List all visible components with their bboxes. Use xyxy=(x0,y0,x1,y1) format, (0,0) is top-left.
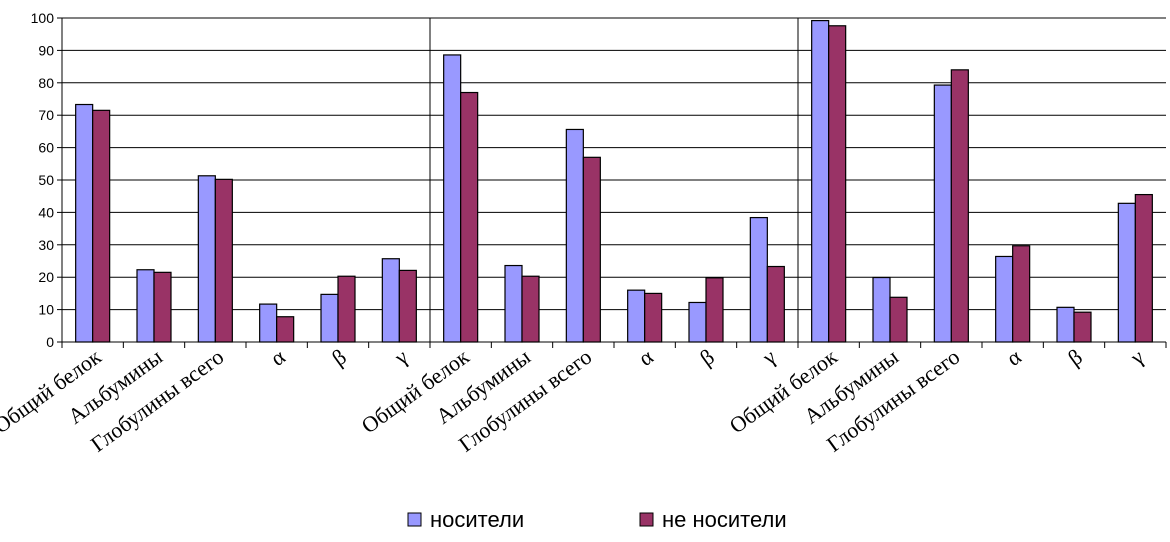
y-tick-label: 50 xyxy=(38,172,54,188)
category-label: γ xyxy=(1125,344,1149,371)
bar-carriers xyxy=(320,293,339,343)
bar-non-carriers xyxy=(92,109,111,343)
grid-lines xyxy=(62,17,1166,342)
bar-non-carriers xyxy=(398,269,417,343)
y-tick-label: 60 xyxy=(38,140,54,156)
category-label: α xyxy=(634,344,658,371)
y-tick-label: 20 xyxy=(38,269,54,285)
y-axis: 0 10 20 30 40 50 60 70 80 90 100 xyxy=(31,10,63,350)
bar-carriers xyxy=(995,255,1014,343)
bar-carriers xyxy=(565,128,584,343)
bar-carriers xyxy=(136,269,155,343)
y-tick-label: 90 xyxy=(38,42,54,58)
bars xyxy=(75,19,1153,343)
bar-non-carriers xyxy=(705,277,724,343)
bar-carriers xyxy=(749,216,768,343)
bar-carriers xyxy=(504,264,523,343)
bar-non-carriers xyxy=(1073,311,1092,343)
legend-label: носители xyxy=(430,507,524,532)
y-tick-label: 70 xyxy=(38,107,54,123)
bar-carriers xyxy=(872,276,891,343)
bar-non-carriers xyxy=(521,275,540,343)
category-label: β xyxy=(1063,344,1087,371)
bar-carriers xyxy=(443,54,462,343)
y-tick-label: 0 xyxy=(46,334,54,350)
bar-non-carriers xyxy=(582,156,601,343)
legend: носители не носители xyxy=(407,507,787,532)
bar-non-carriers xyxy=(1134,193,1153,343)
legend-swatch xyxy=(639,512,654,527)
bar-non-carriers xyxy=(644,292,663,343)
y-tick-label: 80 xyxy=(38,75,54,91)
category-label: γ xyxy=(389,344,413,371)
category-label: α xyxy=(266,344,290,371)
bar-carriers xyxy=(259,303,278,343)
category-label: γ xyxy=(757,344,781,371)
bar-non-carriers xyxy=(460,91,479,343)
legend-swatch xyxy=(407,512,422,527)
y-tick-label: 40 xyxy=(38,204,54,220)
bar-non-carriers xyxy=(889,296,908,343)
bar-carriers xyxy=(1117,202,1136,343)
bar-non-carriers xyxy=(276,316,295,343)
bar-non-carriers xyxy=(153,271,172,343)
x-axis xyxy=(61,341,1167,348)
category-label: β xyxy=(327,344,351,371)
bar-carriers xyxy=(688,301,707,343)
category-label: α xyxy=(1002,344,1026,371)
bar-carriers xyxy=(627,289,646,343)
legend-label: не носители xyxy=(662,507,787,532)
y-tick-label: 30 xyxy=(38,237,54,253)
bar-carriers xyxy=(811,19,830,343)
bar-carriers xyxy=(381,258,400,343)
bar-non-carriers xyxy=(1012,245,1031,343)
y-tick-label: 10 xyxy=(38,302,54,318)
bar-non-carriers xyxy=(214,178,233,343)
bar-carriers xyxy=(75,103,94,343)
bar-non-carriers xyxy=(950,69,969,343)
bar-carriers xyxy=(933,84,952,343)
bar-non-carriers xyxy=(766,265,785,343)
bar-non-carriers xyxy=(337,275,356,343)
bar-non-carriers xyxy=(828,25,847,343)
category-label: β xyxy=(695,344,719,371)
y-tick-label: 100 xyxy=(31,10,55,26)
bar-carriers xyxy=(197,175,216,343)
bar-carriers xyxy=(1056,306,1075,343)
